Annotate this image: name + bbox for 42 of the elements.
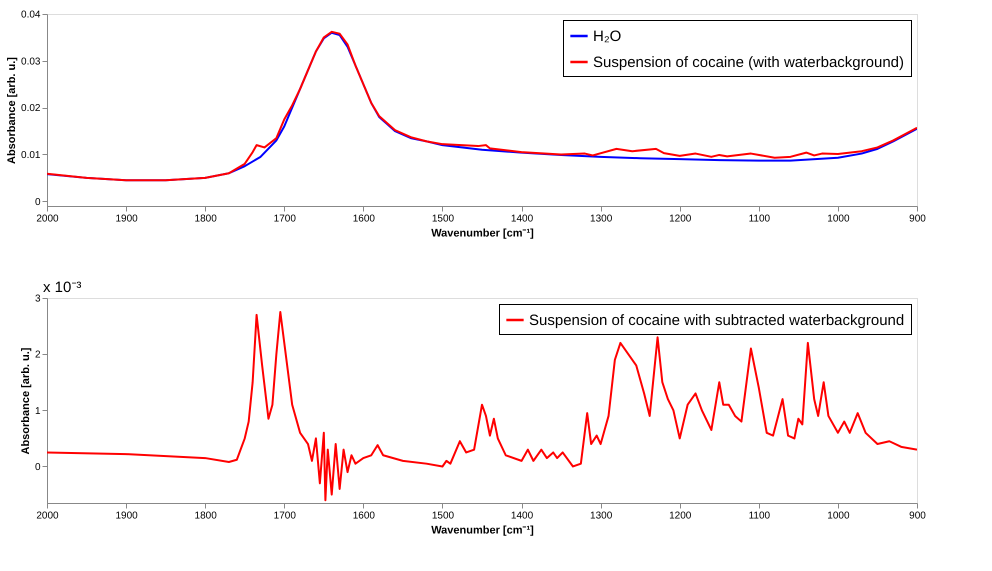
x-tick-label: 1900 xyxy=(115,510,138,522)
y-tick-label: 2 xyxy=(34,350,41,361)
y-tick-label: 0.02 xyxy=(21,103,41,114)
legend-label: H₂O xyxy=(593,28,622,45)
x-axis-title: Wavenumber [cm⁻¹] xyxy=(431,524,534,536)
x-tick-label: 1300 xyxy=(590,214,613,224)
y-tick-label: 0.03 xyxy=(21,56,41,68)
x-tick-label: 1400 xyxy=(510,214,534,224)
x-tick-label: 1600 xyxy=(352,214,376,224)
x-tick-label: 1900 xyxy=(115,214,138,224)
x-tick-label: 1800 xyxy=(194,510,218,522)
legend-label: Suspension of cocaine with subtracted waterbackground xyxy=(529,312,904,329)
x-tick-label: 1200 xyxy=(669,214,692,224)
x-tick-label: 1700 xyxy=(274,214,296,224)
x-tick-label: 1400 xyxy=(510,510,534,522)
x-tick-label: 1100 xyxy=(748,510,771,522)
x-tick-label: 1700 xyxy=(274,510,296,522)
text: x 10⁻³ xyxy=(43,279,82,296)
y-axis-title: Absorbance [arb. u.] xyxy=(20,347,32,454)
y-axis-title: Absorbance [arb. u.] xyxy=(6,56,18,164)
line-series xyxy=(47,311,917,502)
y-tick-label: 0 xyxy=(34,462,41,473)
x-tick-label: 1200 xyxy=(669,510,692,522)
y-tick-label: 0 xyxy=(34,196,41,208)
x-tick-label: 1300 xyxy=(590,510,613,522)
x-tick-label: 1800 xyxy=(194,214,218,224)
x-tick-label: 2000 xyxy=(36,510,60,522)
x-tick-label: 900 xyxy=(909,214,926,224)
x-tick-label: 900 xyxy=(909,510,926,522)
y-tick-label: 3 xyxy=(34,294,41,304)
y-tick-label: 0.01 xyxy=(21,150,41,161)
x-tick-label: 1100 xyxy=(748,214,771,224)
x-tick-label: 1000 xyxy=(827,214,850,224)
x-tick-label: 2000 xyxy=(36,214,60,224)
x-axis-title: Wavenumber [cm⁻¹] xyxy=(431,228,534,240)
legend-label: Suspension of cocaine (with waterbackground) xyxy=(593,54,904,71)
x-tick-label: 1500 xyxy=(432,214,455,224)
x-tick-label: 1500 xyxy=(432,510,455,522)
x-tick-label: 1000 xyxy=(827,510,850,522)
x-tick-label: 1600 xyxy=(352,510,376,522)
y-tick-label: 0.04 xyxy=(21,10,41,20)
y-tick-label: 1 xyxy=(34,406,41,417)
